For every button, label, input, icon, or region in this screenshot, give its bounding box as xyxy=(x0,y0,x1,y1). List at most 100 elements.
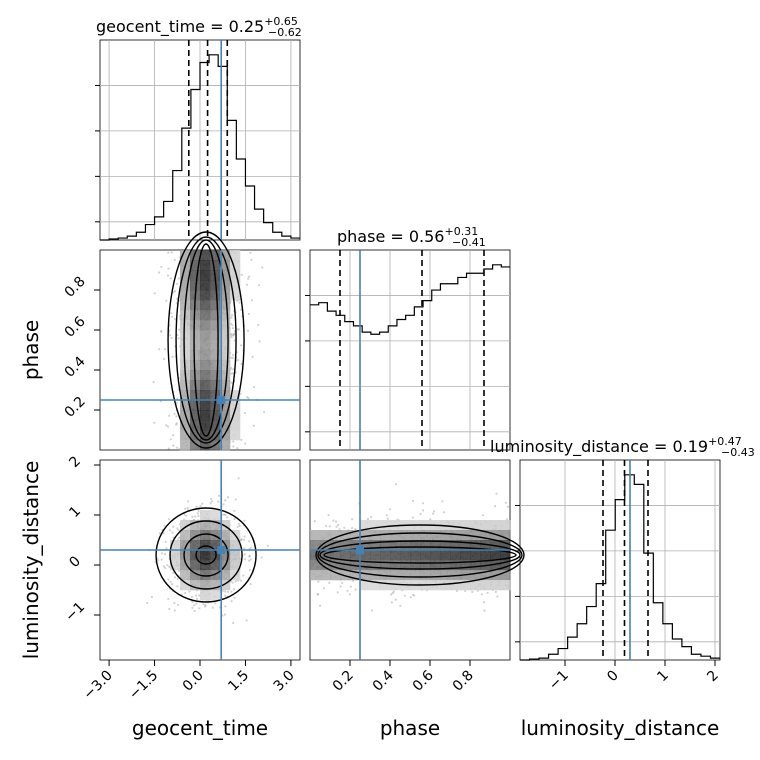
scatter-point-geocent_time-luminosity_distance-777 xyxy=(236,525,239,528)
scatter-point-geocent_time-phase-549 xyxy=(169,438,172,441)
scatter-point-geocent_time-luminosity_distance-706 xyxy=(177,529,180,532)
scatter-point-phase-luminosity_distance-313 xyxy=(432,512,435,515)
scatter-point-geocent_time-luminosity_distance-298 xyxy=(157,559,160,562)
truth-marker-phase-luminosity_distance xyxy=(356,546,364,554)
scatter-point-phase-luminosity_distance-39 xyxy=(409,596,412,599)
scatter-point-geocent_time-luminosity_distance-182 xyxy=(171,531,174,534)
ytick-label-luminosity_distance-2: 1 xyxy=(66,503,84,521)
density-cell-geocent_time-phase-8-9 xyxy=(180,340,191,351)
scatter-point-geocent_time-luminosity_distance-689 xyxy=(243,558,247,561)
scatter-point-geocent_time-luminosity_distance-704 xyxy=(210,497,213,501)
scatter-point-geocent_time-luminosity_distance-153 xyxy=(158,532,161,535)
density-cell-phase-luminosity_distance-16-8 xyxy=(470,540,481,551)
density-cell-phase-luminosity_distance-9-10 xyxy=(400,560,411,571)
title-luminosity_distance-minus: −0.43 xyxy=(721,446,755,459)
scatter-point-geocent_time-luminosity_distance-865 xyxy=(238,524,241,528)
scatter-point-phase-luminosity_distance-248 xyxy=(332,519,335,522)
scatter-point-geocent_time-luminosity_distance-894 xyxy=(234,498,237,501)
density-cell-geocent_time-phase-11-0 xyxy=(210,250,221,261)
density-cell-geocent_time-phase-10-7 xyxy=(200,320,211,331)
density-cell-phase-luminosity_distance-12-10 xyxy=(430,560,441,571)
scatter-point-geocent_time-luminosity_distance-795 xyxy=(233,517,236,521)
scatter-point-geocent_time-luminosity_distance-199 xyxy=(230,600,233,603)
scatter-point-phase-luminosity_distance-139 xyxy=(336,591,339,594)
scatter-point-geocent_time-phase-472 xyxy=(231,333,234,336)
scatter-point-geocent_time-luminosity_distance-819 xyxy=(232,588,236,591)
density-cell-geocent_time-phase-9-6 xyxy=(190,310,201,321)
scatter-point-geocent_time-phase-843 xyxy=(231,324,234,327)
density-cell-phase-luminosity_distance-1-10 xyxy=(320,560,331,571)
scatter-point-phase-luminosity_distance-433 xyxy=(494,590,497,594)
axis-ticks: −3.0 −1.5 0.0 1.5 3.0 0.2 0.4 0.6 0.8 −1 0 1 2 0.2 0.4… xyxy=(62,274,722,703)
scatter-point-geocent_time-phase-106 xyxy=(229,332,232,335)
density-cell-geocent_time-luminosity_distance-7-8 xyxy=(170,540,181,551)
density-cell-geocent_time-luminosity_distance-12-9 xyxy=(220,550,231,561)
density-cell-geocent_time-phase-12-10 xyxy=(220,350,231,361)
density-cell-phase-luminosity_distance-0-9 xyxy=(310,550,321,561)
density-cell-phase-luminosity_distance-17-9 xyxy=(480,550,491,561)
scatter-point-geocent_time-luminosity_distance-289 xyxy=(249,558,252,561)
density-cell-geocent_time-luminosity_distance-10-6 xyxy=(200,520,211,531)
contours-geocent_time-phase xyxy=(167,231,245,449)
scatter-point-geocent_time-phase-316 xyxy=(238,301,241,304)
xlabel-luminosity_distance: luminosity_distance xyxy=(521,716,720,740)
scatter-point-geocent_time-phase-347 xyxy=(162,357,166,361)
hist-geocent_time-line xyxy=(100,54,300,241)
scatter-point-geocent_time-phase-380 xyxy=(172,291,175,294)
scatter-point-geocent_time-luminosity_distance-570 xyxy=(171,583,174,586)
density-cell-geocent_time-phase-11-12 xyxy=(210,370,221,381)
scatter-point-geocent_time-phase-758 xyxy=(173,412,176,415)
density-cell-phase-luminosity_distance-19-10 xyxy=(500,560,511,571)
contour-geocent_time-phase-2 xyxy=(175,236,237,444)
xtick-label-phase-0: 0.2 xyxy=(330,668,357,695)
scatter-point-geocent_time-phase-574 xyxy=(240,363,243,366)
density-cell-phase-luminosity_distance-19-11 xyxy=(500,570,511,581)
scatter-point-phase-luminosity_distance-537 xyxy=(433,510,436,513)
scatter-point-geocent_time-phase-341 xyxy=(153,292,156,295)
scatter-point-geocent_time-luminosity_distance-180 xyxy=(176,527,179,530)
density-cell-phase-luminosity_distance-19-12 xyxy=(500,580,511,591)
scatter-point-geocent_time-phase-714 xyxy=(175,415,178,418)
contours-phase-luminosity_distance xyxy=(315,524,525,586)
title-geocent_time-plus: +0.65 xyxy=(264,15,298,28)
scatter-point-geocent_time-luminosity_distance-334 xyxy=(163,566,166,570)
ylabel-luminosity_distance: luminosity_distance xyxy=(19,461,43,660)
density-cell-phase-luminosity_distance-1-9 xyxy=(320,550,331,561)
density-cell-phase-luminosity_distance-17-11 xyxy=(480,570,491,581)
panel-2d-phase-luminosity_distance xyxy=(309,459,525,661)
density-cell-phase-luminosity_distance-14-10 xyxy=(450,560,461,571)
density-cell-phase-luminosity_distance-7-7 xyxy=(380,530,391,541)
scatter-point-geocent_time-luminosity_distance-824 xyxy=(165,547,168,550)
scatter-point-geocent_time-phase-116 xyxy=(158,348,161,351)
density-cell-geocent_time-phase-11-3 xyxy=(210,280,221,291)
density-cell-phase-luminosity_distance-2-11 xyxy=(330,570,341,581)
scatter-point-geocent_time-luminosity_distance-290 xyxy=(197,515,200,518)
scatter-point-phase-luminosity_distance-236 xyxy=(390,593,393,596)
density-cell-phase-luminosity_distance-15-8 xyxy=(460,540,471,551)
scatter-point-geocent_time-phase-614 xyxy=(246,396,249,399)
density-cell-geocent_time-luminosity_distance-13-9 xyxy=(230,550,241,561)
density-cell-geocent_time-luminosity_distance-9-11 xyxy=(190,570,201,581)
scatter-point-phase-luminosity_distance-87 xyxy=(483,601,486,604)
scatter-point-geocent_time-luminosity_distance-131 xyxy=(230,590,233,593)
scatter-point-phase-luminosity_distance-137 xyxy=(366,517,369,521)
scatter-point-phase-luminosity_distance-457 xyxy=(328,525,331,528)
scatter-point-geocent_time-phase-190 xyxy=(173,290,177,293)
density-cell-phase-luminosity_distance-13-11 xyxy=(440,570,451,581)
density-cell-phase-luminosity_distance-0-7 xyxy=(310,530,321,541)
scatter-point-geocent_time-luminosity_distance-536 xyxy=(204,605,207,608)
scatter-point-geocent_time-phase-567 xyxy=(172,434,175,437)
scatter-point-phase-luminosity_distance-336 xyxy=(441,500,444,503)
density-cell-phase-luminosity_distance-0-10 xyxy=(310,560,321,571)
scatter-point-geocent_time-luminosity_distance-237 xyxy=(193,604,196,607)
scatter-point-geocent_time-phase-387 xyxy=(247,312,250,316)
density-cell-phase-luminosity_distance-7-6 xyxy=(380,520,391,531)
density-cell-geocent_time-luminosity_distance-11-8 xyxy=(210,540,221,551)
scatter-point-geocent_time-phase-699 xyxy=(258,284,261,287)
scatter-point-geocent_time-luminosity_distance-589 xyxy=(162,532,165,535)
density-cell-phase-luminosity_distance-5-8 xyxy=(360,540,371,551)
density-cell-geocent_time-phase-9-9 xyxy=(190,340,201,351)
scatter-point-geocent_time-phase-830 xyxy=(165,424,168,427)
density-cell-phase-luminosity_distance-5-9 xyxy=(360,550,371,561)
density-cell-phase-luminosity_distance-9-9 xyxy=(400,550,411,561)
